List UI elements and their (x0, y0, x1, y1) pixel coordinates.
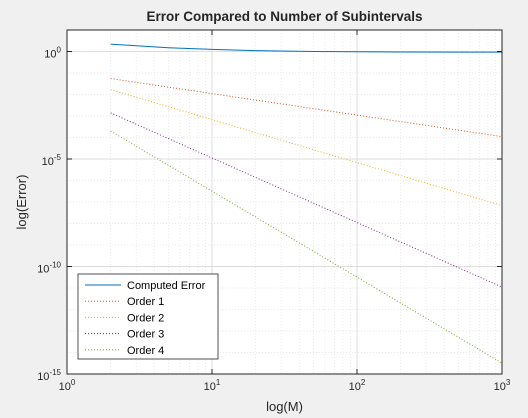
legend-label-4: Order 3 (127, 329, 164, 341)
x-tick-label: 102 (349, 378, 366, 393)
legend: Computed Error Order 1 Order 2 Order 3 Order… (77, 273, 219, 360)
legend-box (77, 273, 219, 360)
x-tick-label: 103 (494, 378, 511, 393)
legend-label-3: Order 2 (127, 312, 164, 324)
x-axis-label: log(M) (266, 399, 303, 414)
tick-labels: 100 101 102 103 10-15 10-10 10-5 100 (37, 46, 511, 394)
series-line-5 (110, 130, 503, 364)
x-tick-label: 101 (204, 378, 221, 393)
y-tick-label: 10-5 (42, 153, 62, 168)
y-tick-label: 10-15 (37, 368, 61, 383)
tick-marks (66, 30, 503, 375)
chart-title: Error Compared to Number of Subintervals (146, 9, 422, 24)
series-line-3 (110, 89, 503, 207)
series-line-1 (110, 43, 502, 53)
axes-box (66, 29, 503, 375)
legend-label-5: Order 4 (127, 345, 164, 357)
legend-label-1: Computed Error (127, 280, 206, 292)
series-group (110, 43, 503, 364)
y-tick-label: 100 (44, 46, 61, 61)
x-tick-label: 100 (59, 378, 76, 393)
legend-label-2: Order 1 (127, 296, 164, 308)
y-tick-label: 10-10 (37, 261, 61, 276)
y-axis-label: log(Error) (14, 175, 29, 230)
